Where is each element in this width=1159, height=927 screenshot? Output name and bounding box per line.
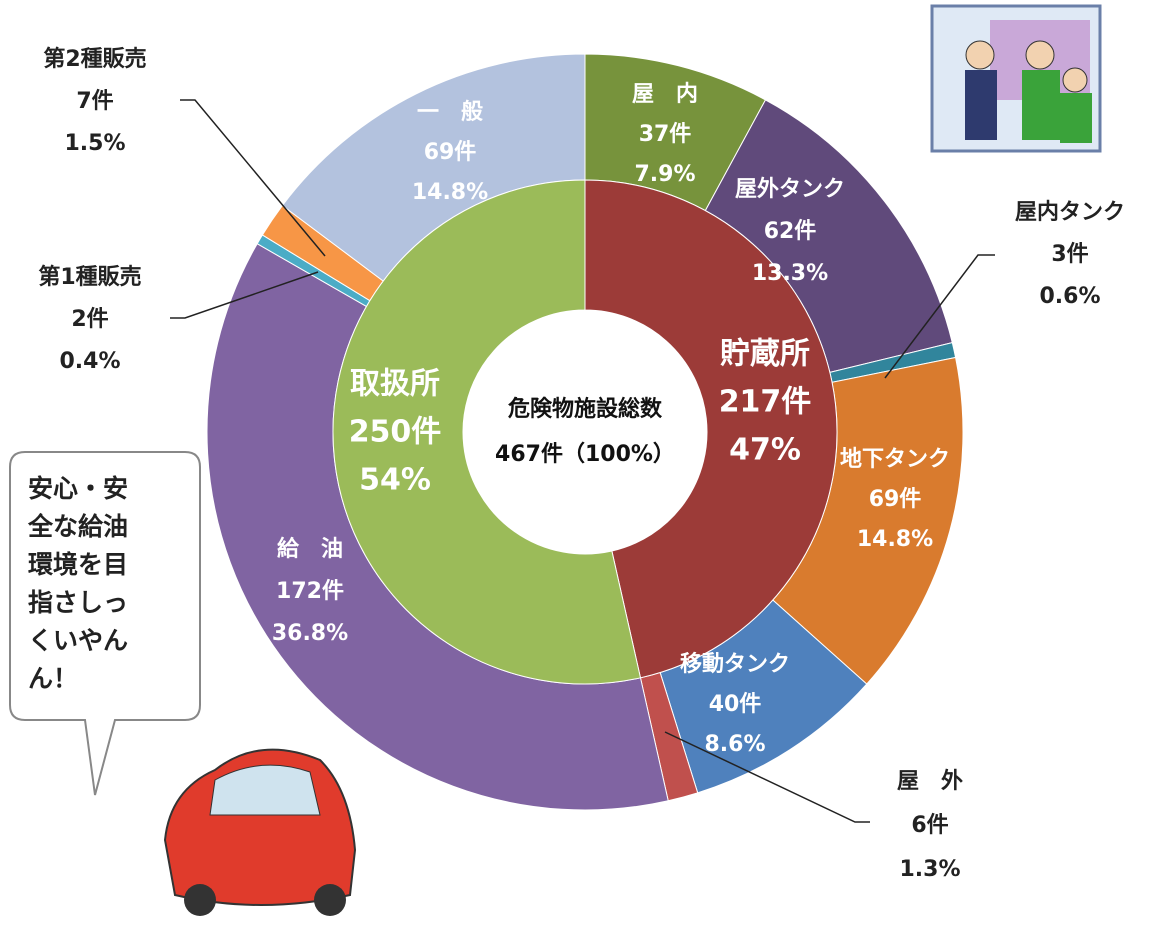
segment-label: 7.9%	[634, 162, 695, 187]
segment-label: 取扱所	[350, 367, 440, 402]
segment-label: 40件	[709, 692, 762, 717]
center-title: 危険物施設総数	[508, 396, 663, 422]
illustration-staff	[932, 6, 1100, 151]
segment-label: 地下タンク	[840, 447, 950, 472]
segment-label: 69件	[869, 487, 922, 512]
segment-label: 7件	[76, 89, 113, 114]
chart: 屋 内 37件 7.9% 屋外タンク 62件 13.3% 屋内タンク 3件 0.6% 地下タンク 6…	[0, 0, 1159, 923]
segment-label: 6件	[911, 813, 948, 838]
segment-label: 217件	[719, 385, 812, 420]
segment-label: 2件	[71, 307, 108, 332]
center-total: 467件（100%）	[495, 442, 675, 467]
bubble-text: 安心・安	[28, 474, 128, 503]
bubble-text: 指さしっ	[28, 588, 128, 617]
segment-label: 8.6%	[704, 732, 765, 757]
segment-label: 屋 外	[897, 768, 963, 794]
segment-label: 屋 内	[632, 82, 698, 107]
segment-label: 54%	[359, 463, 431, 498]
bubble-text: 環境を目	[28, 550, 128, 579]
segment-label: 0.4%	[59, 349, 120, 374]
segment-label: 3件	[1051, 242, 1088, 267]
segment-label: 37件	[639, 122, 692, 147]
segment-label: 69件	[424, 140, 477, 165]
segment-label: 172件	[276, 579, 344, 604]
bubble-text: くいやん	[28, 626, 128, 655]
segment-label: 1.5%	[64, 131, 125, 156]
segment-label: 移動タンク	[680, 651, 790, 677]
segment-label: 第1種販売	[38, 264, 141, 290]
segment-label: 47%	[729, 433, 801, 468]
segment-label: 36.8%	[272, 621, 348, 646]
bubble-text: 全な給油	[27, 512, 128, 541]
segment-label: 14.8%	[412, 180, 488, 205]
segment-label: 第2種販売	[43, 46, 146, 72]
segment-label: 62件	[764, 219, 817, 244]
bubble-text: ん！	[28, 664, 78, 693]
segment-label: 0.6%	[1039, 284, 1100, 309]
segment-label: 屋外タンク	[735, 176, 845, 202]
illustration-car	[165, 750, 355, 916]
segment-label: 貯蔵所	[720, 337, 810, 372]
segment-label: 250件	[349, 415, 442, 450]
segment-label: 13.3%	[752, 261, 828, 286]
segment-label: 給 油	[277, 536, 343, 562]
segment-label: 1.3%	[899, 857, 960, 882]
speech-bubble	[10, 452, 200, 795]
segment-label: 屋内タンク	[1015, 200, 1125, 225]
segment-label: 14.8%	[857, 527, 933, 552]
page: {"chart_data": {"type": "double-donut", …	[0, 0, 1159, 923]
segment-label: 一 般	[417, 99, 483, 125]
